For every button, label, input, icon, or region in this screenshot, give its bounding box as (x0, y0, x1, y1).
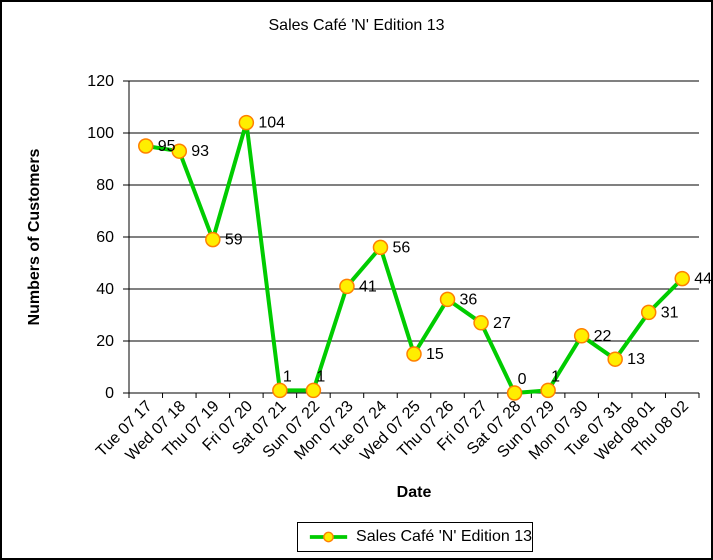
data-point-marker (238, 114, 255, 131)
data-point-label: 56 (392, 239, 410, 256)
data-point-label: 104 (258, 115, 285, 132)
data-point-label: 95 (158, 138, 176, 155)
data-point-marker (272, 382, 288, 399)
data-point-label: 0 (518, 371, 527, 388)
data-point-marker (473, 315, 489, 331)
legend-line-marker-icon (309, 531, 348, 543)
y-axis-title: Numbers of Customers (26, 148, 43, 326)
x-axis-title: Date (396, 484, 432, 501)
data-point-marker (439, 291, 456, 308)
y-tick-label: 60 (96, 229, 114, 246)
y-tick-label: 80 (96, 177, 114, 194)
data-point-label: 22 (594, 328, 612, 345)
data-point-marker (171, 143, 188, 159)
y-tick-label: 100 (87, 125, 114, 142)
data-point-label: 36 (460, 291, 478, 308)
y-tick-label: 20 (96, 333, 114, 350)
data-point-label: 59 (225, 232, 243, 249)
y-tick-label: 120 (87, 73, 114, 90)
data-point-label: 1 (551, 368, 560, 385)
data-point-marker (339, 278, 355, 295)
legend: Sales Café 'N' Edition 13 (297, 522, 533, 552)
data-point-label: 1 (316, 368, 325, 385)
data-point-label: 15 (426, 346, 444, 363)
data-point-marker (607, 351, 623, 367)
data-point-label: 93 (191, 143, 209, 160)
data-point-label: 44 (694, 271, 712, 288)
data-point-label: 41 (359, 278, 377, 295)
data-point-label: 31 (661, 304, 679, 321)
chart-title: Sales Café 'N' Edition 13 (268, 17, 445, 34)
data-point-label: 1 (283, 368, 292, 385)
data-point-marker (372, 239, 389, 256)
data-point-marker (205, 231, 221, 248)
data-point-marker (540, 382, 556, 399)
data-point-marker (674, 270, 690, 287)
data-point-marker (305, 382, 322, 399)
data-point-marker (406, 346, 422, 362)
data-point-marker (573, 328, 590, 344)
data-point-label: 27 (493, 315, 511, 332)
data-point-marker (640, 304, 657, 321)
y-tick-label: 40 (96, 281, 114, 298)
legend-label: Sales Café 'N' Edition 13 (356, 528, 532, 545)
data-point-marker (506, 385, 523, 401)
data-point-label: 13 (627, 351, 645, 368)
y-tick-label: 0 (105, 385, 114, 402)
data-point-marker (138, 138, 154, 154)
